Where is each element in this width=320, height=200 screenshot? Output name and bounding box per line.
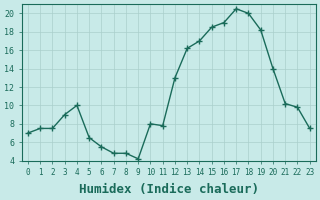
X-axis label: Humidex (Indice chaleur): Humidex (Indice chaleur)	[79, 183, 259, 196]
